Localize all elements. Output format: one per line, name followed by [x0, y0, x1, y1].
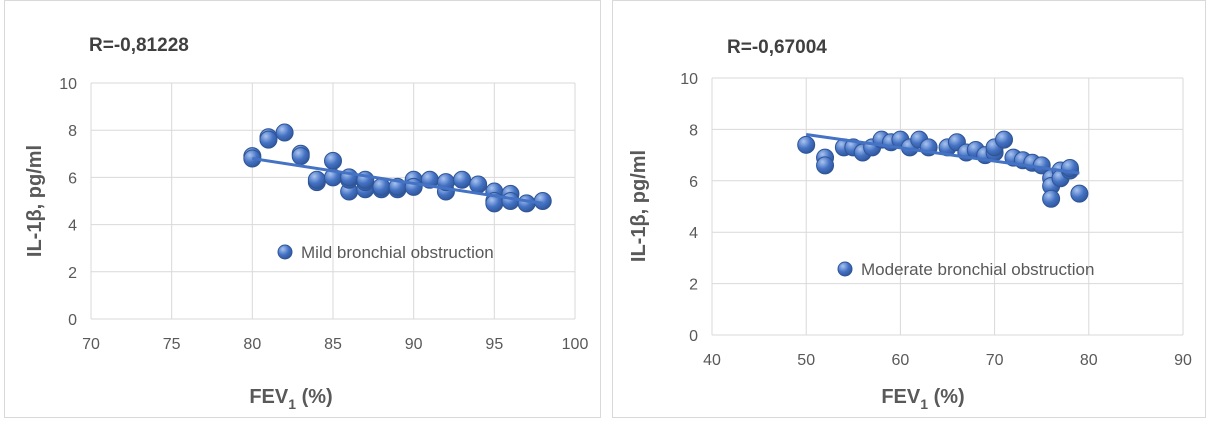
- legend-marker: [837, 261, 853, 277]
- data-point: [501, 192, 520, 210]
- data-point: [291, 147, 310, 166]
- x-tick-label: 90: [405, 336, 423, 353]
- y-tick-label: 4: [689, 225, 698, 242]
- scatter-chart-moderate: 0 2 4 6 8 10 40 50 60 70 80 90 R=-0,67004 IL-1β, pg/m…: [628, 37, 1192, 412]
- y-tick-label: 10: [680, 71, 698, 88]
- x-tick-label: 40: [703, 352, 721, 369]
- chart-panel-moderate: 0 2 4 6 8 10 40 50 60 70 80 90 R=-0,67004 IL-1β, pg/m…: [612, 0, 1206, 418]
- x-axis-title-main: FEV: [881, 386, 921, 408]
- x-tick-label: 70: [986, 352, 1004, 369]
- data-point: [469, 175, 488, 194]
- x-axis-title-subscript: 1: [288, 396, 296, 412]
- legend-label: Mild bronchial obstruction: [301, 243, 494, 262]
- x-axis-title-subscript: 1: [920, 396, 928, 412]
- x-tick-label: 70: [82, 336, 100, 353]
- data-point: [307, 170, 326, 189]
- data-point: [404, 177, 423, 196]
- data-point: [275, 123, 294, 142]
- x-tick-label: 80: [1080, 352, 1098, 369]
- y-tick-label: 8: [689, 122, 698, 139]
- data-point: [995, 130, 1014, 149]
- x-axis-title-main: FEV: [249, 386, 289, 408]
- y-axis-title: IL-1β, pg/ml: [24, 145, 46, 257]
- x-tick-label: 85: [324, 336, 342, 353]
- data-point: [259, 130, 278, 149]
- chart-title: R=-0,81228: [89, 35, 189, 56]
- data-point: [1070, 184, 1089, 203]
- x-axis-title-suffix: (%): [296, 386, 333, 408]
- x-tick-label: 95: [485, 336, 503, 353]
- data-point: [372, 177, 391, 196]
- data-point: [324, 151, 342, 170]
- data-point: [453, 170, 472, 189]
- x-axis-title: FEV1 (%): [249, 386, 332, 412]
- x-axis-title: FEV1 (%): [881, 386, 964, 412]
- y-tick-label: 2: [689, 277, 698, 294]
- y-tick-label: 10: [59, 76, 77, 93]
- data-point: [1042, 189, 1061, 208]
- data-point: [517, 194, 536, 213]
- scatter-chart-mild: 0 2 4 6 8 10 70 75 80 85 90 95 100 R=-0,81228 IL-1β, p…: [24, 35, 589, 412]
- chart-panel-mild: 0 2 4 6 8 10 70 75 80 85 90 95 100 R=-0,81228 IL-1β, p…: [4, 0, 601, 418]
- x-axis-title-suffix: (%): [928, 386, 965, 408]
- y-tick-label: 0: [689, 328, 698, 345]
- data-point: [797, 135, 816, 154]
- x-tick-label: 90: [1174, 352, 1192, 369]
- x-tick-label: 100: [562, 336, 589, 353]
- x-tick-label: 75: [163, 336, 181, 353]
- x-tick-label: 80: [243, 336, 261, 353]
- trendline: [252, 157, 543, 205]
- chart-title: R=-0,67004: [727, 37, 827, 58]
- y-tick-label: 6: [68, 170, 77, 187]
- legend-marker: [277, 244, 293, 260]
- y-tick-label: 2: [68, 265, 77, 282]
- y-tick-label: 0: [68, 312, 77, 329]
- y-tick-label: 4: [68, 218, 77, 235]
- y-tick-label: 6: [689, 174, 698, 191]
- trendline: [805, 133, 1080, 175]
- x-tick-label: 50: [797, 352, 815, 369]
- data-point: [816, 156, 835, 175]
- y-tick-label: 8: [68, 123, 77, 140]
- legend-label: Moderate bronchial obstruction: [861, 260, 1094, 279]
- y-axis-title: IL-1β, pg/ml: [628, 150, 650, 262]
- x-tick-label: 60: [892, 352, 910, 369]
